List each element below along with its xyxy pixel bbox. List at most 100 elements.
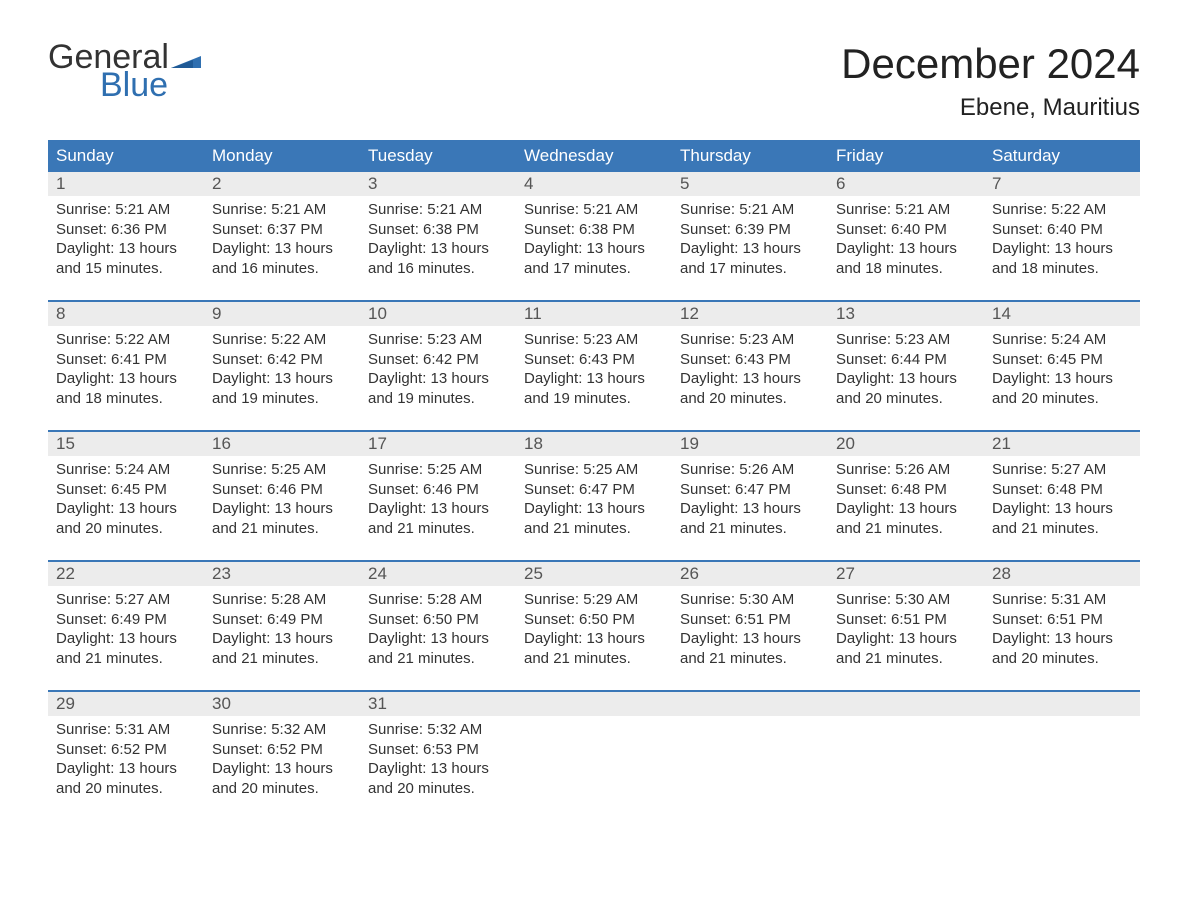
month-title: December 2024 [841,40,1140,88]
sunrise-line: Sunrise: 5:21 AM [680,200,820,220]
daylight-line: Daylight: 13 hours and 19 minutes. [524,369,664,408]
sunset-line: Sunset: 6:45 PM [56,480,196,500]
day-number: 28 [984,562,1140,586]
daylight-line: Daylight: 13 hours and 21 minutes. [680,499,820,538]
sunset-line: Sunset: 6:48 PM [836,480,976,500]
day-number: 1 [48,172,204,196]
daylight-line: Daylight: 13 hours and 19 minutes. [212,369,352,408]
sunset-line: Sunset: 6:42 PM [212,350,352,370]
day-details: Sunrise: 5:23 AMSunset: 6:42 PMDaylight:… [360,326,516,416]
day-number: 19 [672,432,828,456]
sunset-line: Sunset: 6:50 PM [368,610,508,630]
sunrise-line: Sunrise: 5:21 AM [368,200,508,220]
daylight-line: Daylight: 13 hours and 21 minutes. [680,629,820,668]
sunrise-line: Sunrise: 5:23 AM [680,330,820,350]
sunrise-line: Sunrise: 5:21 AM [524,200,664,220]
calendar-cell: 28Sunrise: 5:31 AMSunset: 6:51 PMDayligh… [984,562,1140,680]
header: General Blue December 2024 Ebene, Maurit… [48,40,1140,122]
day-details: Sunrise: 5:23 AMSunset: 6:43 PMDaylight:… [672,326,828,416]
logo-flag-icon [171,48,201,68]
daylight-line: Daylight: 13 hours and 19 minutes. [368,369,508,408]
sunset-line: Sunset: 6:43 PM [524,350,664,370]
day-details: Sunrise: 5:21 AMSunset: 6:40 PMDaylight:… [828,196,984,286]
calendar-cell: 7Sunrise: 5:22 AMSunset: 6:40 PMDaylight… [984,172,1140,290]
day-details: Sunrise: 5:28 AMSunset: 6:50 PMDaylight:… [360,586,516,676]
daylight-line: Daylight: 13 hours and 17 minutes. [680,239,820,278]
daylight-line: Daylight: 13 hours and 18 minutes. [992,239,1132,278]
day-number: 21 [984,432,1140,456]
calendar-cell [828,692,984,810]
day-header-row: SundayMondayTuesdayWednesdayThursdayFrid… [48,140,1140,172]
day-details: Sunrise: 5:32 AMSunset: 6:53 PMDaylight:… [360,716,516,806]
sunrise-line: Sunrise: 5:30 AM [836,590,976,610]
daylight-line: Daylight: 13 hours and 21 minutes. [368,499,508,538]
daylight-line: Daylight: 13 hours and 20 minutes. [56,499,196,538]
day-number: 23 [204,562,360,586]
sunrise-line: Sunrise: 5:27 AM [56,590,196,610]
calendar-cell: 5Sunrise: 5:21 AMSunset: 6:39 PMDaylight… [672,172,828,290]
sunset-line: Sunset: 6:36 PM [56,220,196,240]
sunset-line: Sunset: 6:48 PM [992,480,1132,500]
day-header-cell: Friday [828,140,984,172]
calendar-cell: 29Sunrise: 5:31 AMSunset: 6:52 PMDayligh… [48,692,204,810]
daylight-line: Daylight: 13 hours and 20 minutes. [836,369,976,408]
calendar-cell: 17Sunrise: 5:25 AMSunset: 6:46 PMDayligh… [360,432,516,550]
sunset-line: Sunset: 6:52 PM [212,740,352,760]
sunrise-line: Sunrise: 5:29 AM [524,590,664,610]
sunset-line: Sunset: 6:37 PM [212,220,352,240]
daylight-line: Daylight: 13 hours and 20 minutes. [212,759,352,798]
day-details: Sunrise: 5:30 AMSunset: 6:51 PMDaylight:… [828,586,984,676]
day-number: 3 [360,172,516,196]
daylight-line: Daylight: 13 hours and 21 minutes. [212,629,352,668]
day-number [516,692,672,716]
day-number: 16 [204,432,360,456]
calendar-cell: 15Sunrise: 5:24 AMSunset: 6:45 PMDayligh… [48,432,204,550]
day-details: Sunrise: 5:27 AMSunset: 6:48 PMDaylight:… [984,456,1140,546]
day-number: 9 [204,302,360,326]
sunrise-line: Sunrise: 5:25 AM [524,460,664,480]
sunrise-line: Sunrise: 5:23 AM [524,330,664,350]
sunset-line: Sunset: 6:42 PM [368,350,508,370]
day-number: 24 [360,562,516,586]
daylight-line: Daylight: 13 hours and 21 minutes. [524,629,664,668]
sunset-line: Sunset: 6:49 PM [56,610,196,630]
day-details: Sunrise: 5:27 AMSunset: 6:49 PMDaylight:… [48,586,204,676]
sunset-line: Sunset: 6:46 PM [212,480,352,500]
day-details: Sunrise: 5:21 AMSunset: 6:37 PMDaylight:… [204,196,360,286]
daylight-line: Daylight: 13 hours and 16 minutes. [368,239,508,278]
sunrise-line: Sunrise: 5:32 AM [368,720,508,740]
day-number [984,692,1140,716]
day-header-cell: Monday [204,140,360,172]
day-details: Sunrise: 5:21 AMSunset: 6:36 PMDaylight:… [48,196,204,286]
day-number: 27 [828,562,984,586]
day-details: Sunrise: 5:32 AMSunset: 6:52 PMDaylight:… [204,716,360,806]
week-row: 29Sunrise: 5:31 AMSunset: 6:52 PMDayligh… [48,690,1140,810]
sunrise-line: Sunrise: 5:26 AM [836,460,976,480]
sunset-line: Sunset: 6:44 PM [836,350,976,370]
day-number: 10 [360,302,516,326]
day-details: Sunrise: 5:31 AMSunset: 6:51 PMDaylight:… [984,586,1140,676]
calendar-cell: 6Sunrise: 5:21 AMSunset: 6:40 PMDaylight… [828,172,984,290]
daylight-line: Daylight: 13 hours and 17 minutes. [524,239,664,278]
calendar-cell: 16Sunrise: 5:25 AMSunset: 6:46 PMDayligh… [204,432,360,550]
calendar-cell: 1Sunrise: 5:21 AMSunset: 6:36 PMDaylight… [48,172,204,290]
day-details: Sunrise: 5:31 AMSunset: 6:52 PMDaylight:… [48,716,204,806]
sunset-line: Sunset: 6:51 PM [992,610,1132,630]
day-details: Sunrise: 5:28 AMSunset: 6:49 PMDaylight:… [204,586,360,676]
week-row: 8Sunrise: 5:22 AMSunset: 6:41 PMDaylight… [48,300,1140,420]
sunset-line: Sunset: 6:38 PM [524,220,664,240]
day-details: Sunrise: 5:22 AMSunset: 6:42 PMDaylight:… [204,326,360,416]
calendar-cell: 19Sunrise: 5:26 AMSunset: 6:47 PMDayligh… [672,432,828,550]
sunset-line: Sunset: 6:40 PM [992,220,1132,240]
day-number: 22 [48,562,204,586]
day-number: 14 [984,302,1140,326]
calendar-cell: 11Sunrise: 5:23 AMSunset: 6:43 PMDayligh… [516,302,672,420]
day-number: 17 [360,432,516,456]
calendar-cell [516,692,672,810]
sunrise-line: Sunrise: 5:22 AM [56,330,196,350]
day-number: 20 [828,432,984,456]
daylight-line: Daylight: 13 hours and 20 minutes. [56,759,196,798]
sunrise-line: Sunrise: 5:22 AM [212,330,352,350]
sunset-line: Sunset: 6:49 PM [212,610,352,630]
sunset-line: Sunset: 6:46 PM [368,480,508,500]
